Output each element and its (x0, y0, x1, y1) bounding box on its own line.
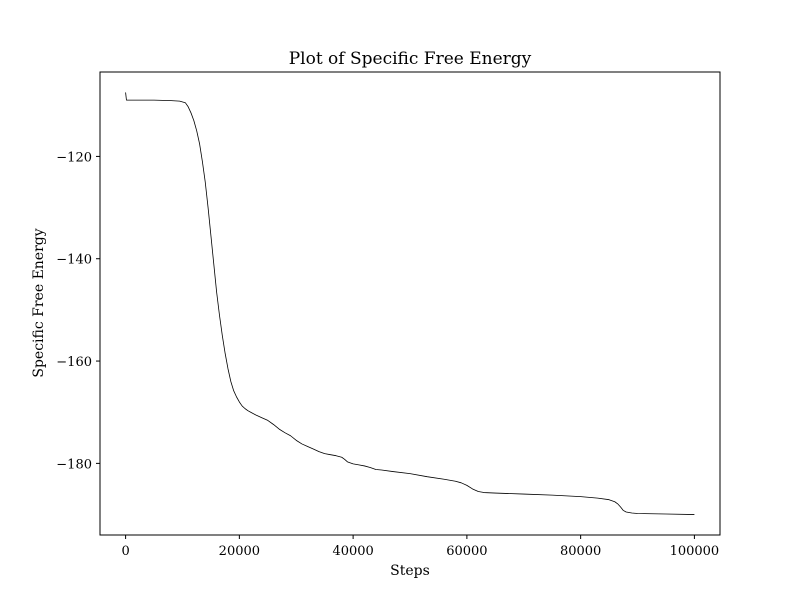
y-tick-label: −180 (56, 457, 92, 472)
axes-frame (99, 71, 721, 536)
x-axis: 0 20000 40000 60000 80000 100000 (121, 535, 719, 559)
x-axis-label: Steps (390, 563, 430, 579)
series-line-0 (125, 92, 695, 515)
plot-area (125, 92, 695, 515)
x-tick-label: 100000 (670, 544, 720, 559)
x-tick-label: 0 (121, 544, 129, 559)
y-tick-label: −140 (56, 253, 92, 268)
x-tick-label: 80000 (560, 544, 601, 559)
x-tick-label: 40000 (332, 544, 373, 559)
y-tick-label: −160 (56, 355, 92, 370)
x-tick-label: 20000 (219, 544, 260, 559)
x-tick-label: 60000 (446, 544, 487, 559)
y-tick-label: −120 (56, 150, 92, 165)
y-axis-label: Specific Free Energy (31, 228, 47, 377)
y-axis: −120 −140 −160 −180 (56, 150, 100, 472)
chart-title: Plot of Specific Free Energy (289, 49, 532, 69)
